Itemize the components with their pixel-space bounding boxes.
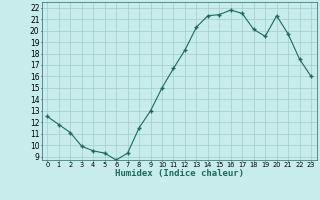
X-axis label: Humidex (Indice chaleur): Humidex (Indice chaleur) (115, 169, 244, 178)
